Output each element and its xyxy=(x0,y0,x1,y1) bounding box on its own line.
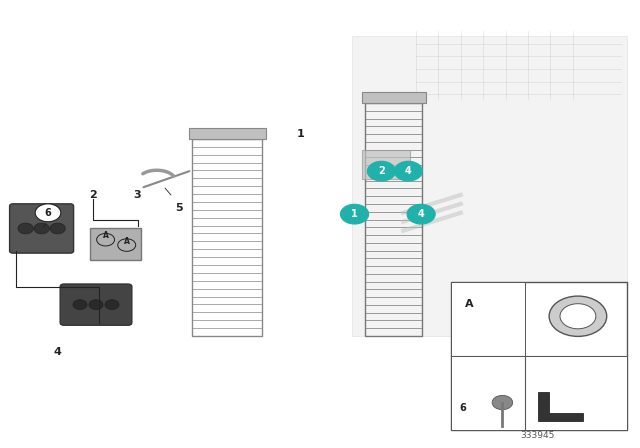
Text: A: A xyxy=(465,299,473,310)
Circle shape xyxy=(18,223,33,234)
FancyBboxPatch shape xyxy=(60,284,132,325)
Circle shape xyxy=(105,300,119,310)
Text: 4: 4 xyxy=(418,209,424,219)
Text: 6: 6 xyxy=(45,208,51,218)
Text: A: A xyxy=(124,237,130,246)
Bar xyxy=(451,356,525,430)
Circle shape xyxy=(492,396,513,409)
Text: 6: 6 xyxy=(460,403,466,413)
Bar xyxy=(192,139,262,336)
Circle shape xyxy=(560,304,596,329)
Bar xyxy=(451,282,627,430)
Bar xyxy=(451,282,525,356)
Text: 2: 2 xyxy=(378,166,385,176)
Bar xyxy=(525,356,627,430)
Bar xyxy=(362,150,410,179)
Circle shape xyxy=(73,300,87,310)
Text: 4: 4 xyxy=(405,166,412,176)
Text: 5: 5 xyxy=(175,203,183,213)
Circle shape xyxy=(549,296,607,336)
Polygon shape xyxy=(352,36,627,336)
Circle shape xyxy=(50,223,65,234)
Text: 3: 3 xyxy=(134,190,141,200)
Text: 4: 4 xyxy=(54,347,61,357)
Bar xyxy=(365,103,422,336)
Text: 2: 2 xyxy=(89,190,97,200)
Bar xyxy=(189,128,266,139)
Circle shape xyxy=(34,223,49,234)
Text: A: A xyxy=(102,231,109,240)
Text: 1: 1 xyxy=(297,129,305,139)
Text: 333945: 333945 xyxy=(520,431,555,440)
Circle shape xyxy=(394,161,422,181)
FancyBboxPatch shape xyxy=(10,204,74,253)
Text: 1: 1 xyxy=(351,209,358,219)
Circle shape xyxy=(340,204,369,224)
Polygon shape xyxy=(538,392,583,421)
Circle shape xyxy=(89,300,103,310)
Bar xyxy=(362,92,426,103)
Circle shape xyxy=(407,204,435,224)
Circle shape xyxy=(35,204,61,222)
Bar xyxy=(90,228,141,260)
Circle shape xyxy=(367,161,396,181)
